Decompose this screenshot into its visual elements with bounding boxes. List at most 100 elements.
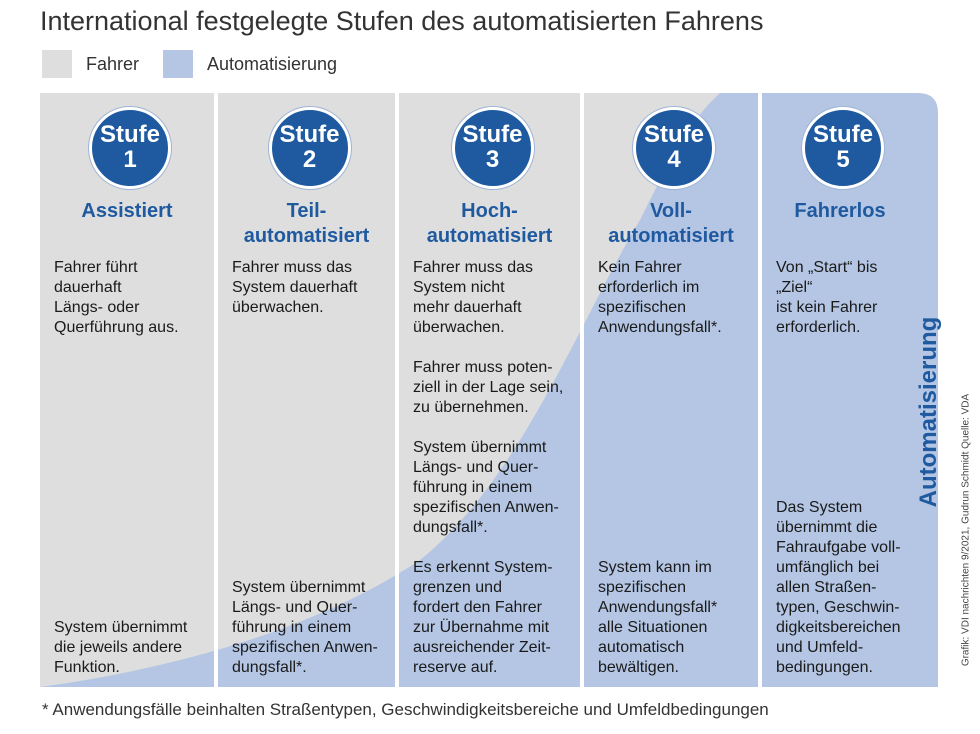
text-line: allen Straßen-: [776, 579, 877, 596]
text-line: und Umfeld-: [776, 639, 864, 656]
legend-driver-label: Fahrer: [86, 53, 140, 74]
text-line: Anwendungsfall*.: [598, 319, 722, 336]
text-line: die jeweils andere: [54, 639, 183, 656]
level-badge: Stufe 2: [268, 107, 351, 189]
text-line: Fahrer muss poten-: [413, 359, 553, 376]
text-line: Kein Fahrer: [598, 259, 682, 276]
text-line: Querführung aus.: [54, 319, 179, 336]
level-text-bottom: System kann im spezifischen Anwendungsfall…: [598, 558, 750, 678]
text-line: System übernimmt: [54, 619, 188, 636]
level-badge: Stufe 1: [89, 107, 171, 189]
text-line: grenzen und: [413, 579, 502, 596]
level-text-bottom: System übernimmt Längs- und Quer-führung …: [232, 578, 387, 678]
level-heading-line: Teil-: [286, 200, 327, 222]
legend-driver-swatch: [42, 50, 72, 78]
text-line: bedingungen.: [776, 659, 873, 676]
column-divider-4: [758, 93, 762, 687]
badge-number: 4: [667, 146, 681, 173]
text-line: spezifischen Anwen-: [232, 639, 378, 656]
text-line: Längs- und Quer-: [232, 599, 358, 616]
text-line: überwachen.: [413, 319, 505, 336]
text-line: umfänglich bei: [776, 559, 880, 576]
badge-word: Stufe: [279, 121, 340, 148]
level-3: Stufe 3 Hoch-automatisiert Fahrer muss das S…: [399, 93, 580, 687]
level-2: Stufe 2 Teil-automatisiert Fahrer muss das S…: [218, 93, 395, 687]
level-heading-line: Hoch-: [461, 200, 518, 222]
level-heading-line: Fahrerlos: [794, 200, 886, 222]
text-line: ziell in der Lage sein,: [413, 379, 564, 396]
text-line: zu übernehmen.: [413, 399, 529, 416]
text-line: überwachen.: [232, 299, 324, 316]
legend-automation-label: Automatisierung: [207, 53, 338, 74]
level-badge: Stufe 4: [633, 107, 715, 189]
automation-vertical-label: Automatisierung: [914, 312, 944, 512]
text-line: fordert den Fahrer: [413, 599, 542, 616]
legend-driver: Fahrer: [42, 50, 139, 78]
column-divider-2: [395, 93, 399, 687]
text-line: System kann im: [598, 559, 712, 576]
level-text-top: Von „Start“ bis „Ziel“ ist kein Fahrer erfo…: [776, 258, 910, 338]
legend-automation-swatch: [163, 50, 193, 78]
legend-automation: Automatisierung: [163, 50, 337, 78]
text-line: dungsfall*.: [413, 519, 488, 536]
page-title: International festgelegte Stufen des aut…: [40, 6, 764, 36]
text-line: führung in einem: [232, 619, 352, 636]
text-line: Fahrer muss das: [413, 259, 534, 276]
level-text-bottom: Es erkennt System-grenzen und fordert den…: [413, 558, 572, 678]
text-line: führung in einem: [413, 479, 533, 496]
credit-line: Grafik: VDI nachrichten 9/2021, Gudrun S…: [960, 380, 972, 680]
text-line: System übernimmt: [232, 579, 366, 596]
badge-word: Stufe: [813, 121, 873, 148]
badge-number: 2: [302, 146, 317, 173]
badge-number: 1: [123, 146, 137, 173]
level-heading: Fahrerlos: [762, 199, 918, 224]
column-bg-1: [40, 93, 214, 687]
level-text-mid1: Fahrer muss poten-ziell in der Lage sein…: [413, 358, 572, 418]
credit-text: Grafik: VDI nachrichten 9/2021, Gudrun S…: [960, 393, 972, 667]
badge-number: 5: [836, 146, 850, 173]
level-heading-line: automatisiert: [243, 225, 370, 247]
text-line: übernimmt die: [776, 519, 878, 536]
text-line: bewältigen.: [598, 659, 679, 676]
text-line: Fahrer führt: [54, 259, 138, 276]
text-line: Längs- oder: [54, 299, 140, 316]
text-line: erforderlich.: [776, 319, 861, 336]
text-line: dungsfall*.: [232, 659, 307, 676]
text-line: digkeitsbereichen: [776, 619, 901, 636]
level-heading-line: Voll-: [650, 200, 692, 222]
level-text-bottom: System übernimmt die jeweils andere Funkti…: [54, 618, 206, 678]
badge-word: Stufe: [462, 121, 523, 148]
automation-area: [40, 93, 938, 687]
text-line: ausreichender Zeit-: [413, 639, 551, 656]
footnote: * Anwendungsfälle beinhalten Straßentype…: [42, 700, 769, 719]
column-divider-1: [214, 93, 218, 687]
text-line: reserve auf.: [413, 659, 498, 676]
level-heading-line: automatisiert: [426, 225, 553, 247]
level-badge: Stufe 5: [802, 107, 884, 189]
text-line: System dauerhaft: [232, 279, 358, 296]
badge-word: Stufe: [644, 121, 704, 148]
text-line: ist kein Fahrer: [776, 299, 878, 316]
text-line: Von „Start“ bis: [776, 259, 878, 276]
column-divider-3: [580, 93, 584, 687]
badge-word: Stufe: [100, 121, 160, 148]
badge-number: 3: [485, 146, 500, 173]
level-text-top: Kein Fahrer erforderlich im spezifischen An…: [598, 258, 750, 338]
level-text-bottom: Das System übernimmt die Fahraufgabe voll-…: [776, 498, 910, 678]
level-badge: Stufe 3: [451, 107, 534, 189]
text-line: Fahraufgabe voll-: [776, 539, 901, 556]
automation-vertical-text: Automatisierung: [915, 316, 942, 508]
text-line: erforderlich im: [598, 279, 700, 296]
text-line: System übernimmt: [413, 439, 547, 456]
level-text-mid2: System übernimmt Längs- und Quer-führung …: [413, 438, 572, 538]
level-text-top: Fahrer muss das System nicht mehr dauerhaf…: [413, 258, 572, 338]
level-4: Stufe 4 Voll-automatisiert Kein Fahrer erfor…: [584, 93, 758, 687]
text-line: Das System: [776, 499, 863, 516]
text-line: „Ziel“: [776, 279, 813, 296]
text-line: Fahrer muss das: [232, 259, 353, 276]
text-line: spezifischen: [598, 579, 687, 596]
text-line: mehr dauerhaft: [413, 299, 522, 316]
level-text-top: Fahrer führt dauerhaft Längs- oder Querführ…: [54, 258, 206, 338]
column-bg-2: [218, 93, 395, 687]
